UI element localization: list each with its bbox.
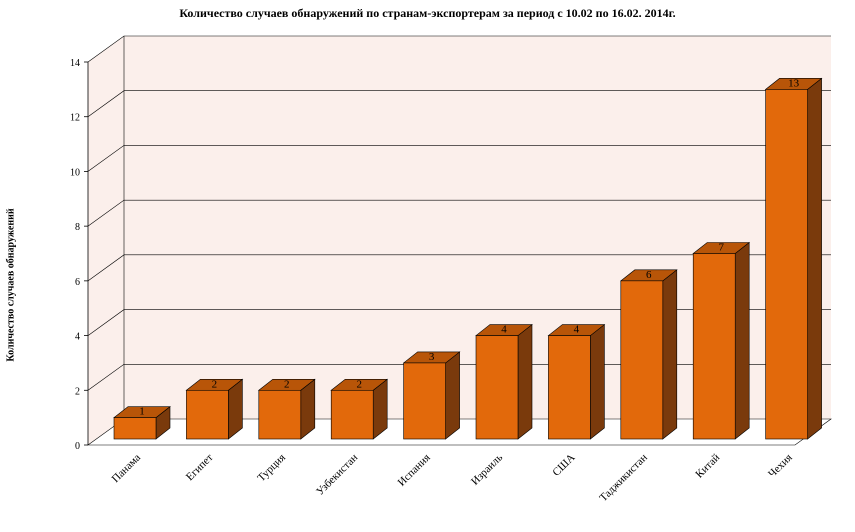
bar-front [186, 389, 229, 440]
bar [547, 323, 606, 440]
gridline [87, 35, 831, 63]
category-label: Турция [255, 452, 288, 485]
y-tick-label: 2 [75, 386, 80, 397]
bar [692, 241, 751, 440]
bar-side [662, 269, 678, 440]
category-label: Египет [184, 452, 216, 484]
bar-front [113, 417, 157, 440]
y-tick-label: 6 [75, 277, 80, 288]
bar [330, 378, 389, 440]
bar-front [692, 253, 736, 440]
gridline [87, 145, 831, 172]
bar-front [403, 362, 446, 440]
bar [185, 378, 244, 440]
y-tick-label: 4 [75, 332, 80, 343]
data-label: 4 [574, 324, 580, 336]
gridline [87, 90, 831, 117]
y-tick-label: 14 [70, 58, 80, 69]
category-label: Китай [693, 452, 722, 481]
data-label: 2 [212, 378, 218, 390]
gridline [87, 254, 831, 282]
data-label: 13 [788, 77, 800, 89]
bar [619, 269, 678, 440]
bar [113, 406, 171, 440]
bar [475, 323, 533, 440]
y-tick-label: 0 [75, 441, 80, 452]
bar-side [807, 77, 822, 440]
data-label: 7 [718, 242, 724, 254]
y-tick-label: 10 [70, 167, 80, 178]
data-label: 2 [356, 378, 362, 390]
bar-side [517, 323, 533, 440]
bar [257, 378, 316, 440]
gridline [87, 199, 831, 227]
data-label: 4 [501, 324, 507, 336]
bar-front [620, 280, 664, 440]
bar-side [590, 323, 605, 440]
category-label: США [550, 452, 577, 479]
bar-front [258, 389, 302, 440]
category-label: Испания [396, 452, 433, 489]
y-tick-label: 8 [75, 222, 80, 233]
y-tick-label: 12 [70, 113, 80, 124]
bar [402, 351, 461, 440]
bar-front [330, 389, 374, 440]
data-label: 1 [139, 406, 145, 418]
bar-side [445, 351, 460, 440]
data-label: 2 [284, 378, 290, 390]
bar-front [475, 335, 519, 440]
bar-front [548, 335, 591, 440]
category-label: Панама [110, 452, 144, 486]
category-label: Чехия [766, 452, 795, 481]
category-label: Таджикистан [597, 452, 650, 505]
chart-title: Количество случаев обнаружений по страна… [179, 6, 676, 20]
bar [764, 77, 823, 440]
side-wall [88, 36, 124, 445]
gridline [87, 309, 831, 336]
data-label: 3 [429, 351, 435, 363]
bar-side [734, 241, 750, 440]
bar-front [765, 89, 808, 440]
data-label: 6 [646, 269, 652, 281]
category-label: Израиль [469, 452, 505, 488]
category-label: Узбекистан [314, 452, 360, 498]
